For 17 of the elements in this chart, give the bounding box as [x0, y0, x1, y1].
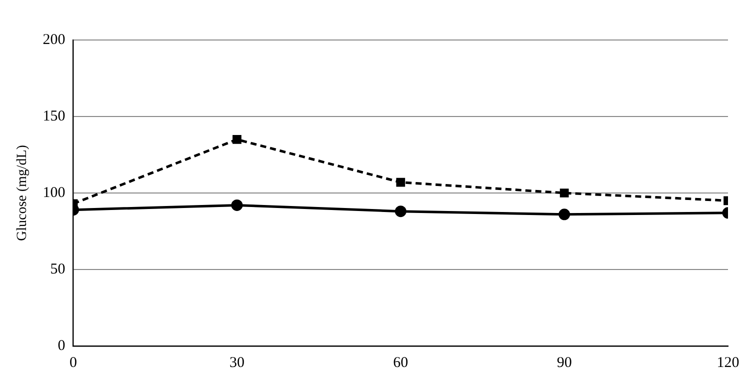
point — [560, 188, 569, 198]
x-tick-label: 120 — [716, 354, 740, 371]
y-tick-label: 150 — [42, 108, 66, 124]
point — [558, 208, 570, 220]
y-axis-title: Glucose (mg/dL) — [15, 144, 30, 242]
y-tick-label: 100 — [42, 184, 66, 201]
y-tick-label: 50 — [50, 261, 66, 278]
y-tick-label: 200 — [42, 32, 66, 48]
point — [396, 178, 406, 187]
x-tick-label: 60 — [393, 354, 408, 371]
y-tick-label: 0 — [58, 338, 66, 354]
x-tick-label: 30 — [229, 354, 244, 371]
x-tick-label: 90 — [556, 354, 572, 371]
point — [232, 135, 242, 144]
x-tick-label: 0 — [70, 354, 78, 371]
point — [394, 206, 406, 218]
point — [231, 199, 243, 211]
